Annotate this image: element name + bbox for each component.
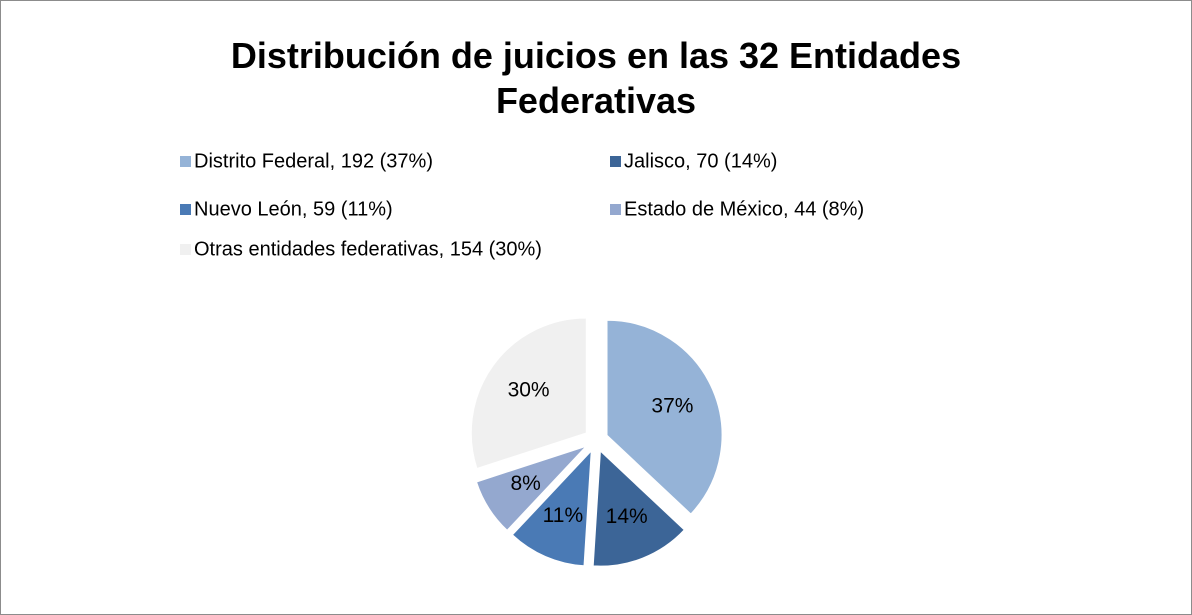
pie-slice [592, 450, 685, 567]
legend-label: Otras entidades federativas, 154 (30%) [194, 238, 542, 260]
data-label: 11% [543, 504, 583, 527]
data-label: 37% [651, 394, 693, 417]
legend-swatch [180, 244, 191, 255]
legend-label: Distrito Federal, 192 (37%) [194, 150, 433, 172]
legend-swatch [180, 156, 191, 167]
legend-swatch [610, 156, 621, 167]
pie-slice [511, 449, 592, 567]
data-label: 30% [508, 379, 550, 402]
legend-label: Nuevo León, 59 (11%) [194, 198, 393, 220]
pie-slice [470, 317, 587, 470]
data-label: 8% [510, 472, 540, 495]
pie-slice [475, 445, 587, 531]
legend-swatch [610, 204, 621, 215]
legend-label: Estado de México, 44 (8%) [624, 198, 864, 220]
legend-label: Jalisco, 70 (14%) [624, 150, 777, 172]
chart-title: Distribución de juicios en las 32 Entida… [231, 35, 961, 121]
data-label: 14% [606, 505, 648, 528]
pie-slice [606, 319, 723, 515]
legend-swatch [180, 204, 191, 215]
